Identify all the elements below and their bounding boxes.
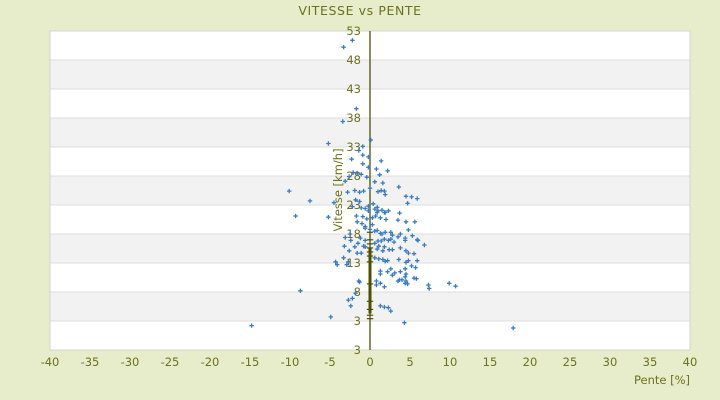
y-tick-label: 3 [354, 343, 361, 357]
x-tick-label: -15 [241, 355, 260, 369]
x-tick-label: -20 [201, 355, 220, 369]
y-tick-label: 48 [346, 53, 361, 67]
x-tick-label: -10 [281, 355, 300, 369]
x-tick-label: 0 [366, 355, 373, 369]
x-tick-label: 40 [683, 355, 698, 369]
x-axis-title: Pente [%] [633, 373, 690, 387]
x-tick-label: -5 [324, 355, 335, 369]
x-tick-label: 15 [483, 355, 498, 369]
y-tick-label: 3 [354, 314, 361, 328]
y-tick-label: 8 [354, 285, 361, 299]
x-tick-label: -30 [121, 355, 140, 369]
x-tick-label: 10 [443, 355, 458, 369]
y-tick-label: 43 [346, 82, 361, 96]
data-points [249, 38, 516, 331]
y-axis-title: Vitesse [km/h] [331, 148, 345, 232]
y-tick-label: 53 [346, 24, 361, 38]
y-tick-label: 13 [346, 256, 361, 270]
x-tick-label: 35 [643, 355, 658, 369]
x-tick-label: 5 [406, 355, 413, 369]
x-tick-label: 30 [603, 355, 618, 369]
x-tick-label: -35 [81, 355, 100, 369]
x-tick-label: 25 [563, 355, 578, 369]
x-tick-label: -25 [161, 355, 180, 369]
zero-column-bar [368, 247, 372, 314]
x-tick-label: 20 [523, 355, 538, 369]
x-tick-label: -40 [41, 355, 60, 369]
y-tick-label: 38 [346, 111, 361, 125]
y-tick-label: 18 [346, 227, 361, 241]
chart-title: VITESSE vs PENTE [298, 3, 422, 18]
y-tick-label: 23 [346, 198, 361, 212]
